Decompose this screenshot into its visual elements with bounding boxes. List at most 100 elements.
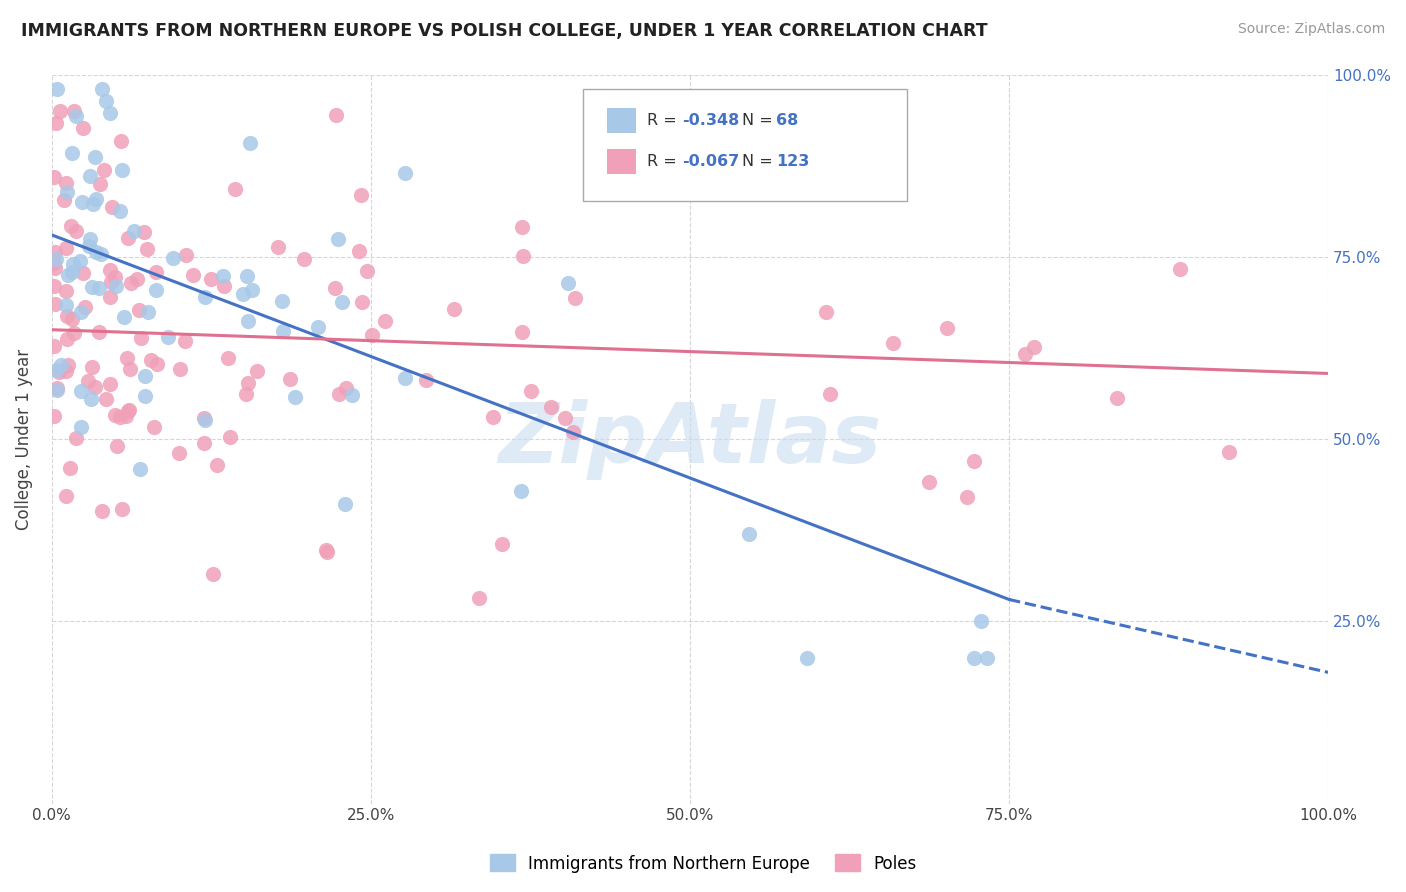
Point — [79, 232, 101, 246]
Text: R =: R = — [647, 154, 682, 169]
Point — [557, 276, 579, 290]
Point — [72, 121, 94, 136]
Point — [135, 242, 157, 256]
Point — [181, 268, 204, 282]
Point — [45, 252, 67, 267]
Point — [139, 352, 162, 367]
Point — [1105, 391, 1128, 405]
Point — [134, 368, 156, 383]
Point — [108, 204, 131, 219]
Point — [1024, 339, 1046, 353]
Point — [211, 268, 233, 283]
Point — [491, 537, 513, 551]
Point — [512, 250, 534, 264]
Point — [128, 303, 150, 318]
Point — [307, 320, 329, 334]
Point — [111, 501, 134, 516]
Text: ZipAtlas: ZipAtlas — [498, 399, 882, 480]
Point — [173, 334, 195, 348]
Point — [519, 384, 541, 399]
Point — [193, 410, 215, 425]
Legend: Immigrants from Northern Europe, Poles: Immigrants from Northern Europe, Poles — [482, 847, 924, 880]
Point — [84, 244, 107, 259]
Point — [62, 257, 84, 271]
Point — [963, 454, 986, 468]
Point — [129, 462, 152, 476]
Point — [111, 163, 134, 178]
Point — [267, 239, 290, 253]
Point — [271, 324, 294, 338]
Point — [72, 266, 94, 280]
Point — [44, 279, 66, 293]
Point — [90, 246, 112, 260]
Point — [201, 567, 224, 582]
Point — [84, 192, 107, 206]
Point — [104, 270, 127, 285]
Point — [65, 431, 87, 445]
Point — [236, 268, 259, 283]
Point — [44, 339, 66, 353]
Point — [326, 232, 349, 246]
Point — [44, 261, 66, 276]
Point — [468, 591, 491, 605]
Point — [169, 362, 191, 376]
Point — [325, 108, 347, 122]
Point — [117, 404, 139, 418]
Point — [80, 392, 103, 407]
Point — [49, 103, 72, 118]
Point — [554, 411, 576, 425]
Point — [284, 390, 307, 404]
Point — [340, 388, 363, 402]
Point — [60, 264, 83, 278]
Point — [955, 491, 977, 505]
Text: 68: 68 — [776, 113, 799, 128]
Point — [44, 169, 66, 184]
Point — [333, 497, 356, 511]
Point — [292, 252, 315, 266]
Point — [98, 105, 121, 120]
Point — [315, 542, 337, 557]
Text: N =: N = — [742, 154, 779, 169]
Point — [219, 430, 242, 444]
Point — [117, 231, 139, 245]
Point — [374, 314, 396, 328]
Point — [91, 504, 114, 518]
Point — [238, 376, 260, 391]
Point — [976, 650, 998, 665]
Point — [561, 425, 583, 439]
Point — [117, 351, 139, 365]
Point — [55, 284, 77, 298]
Point — [46, 381, 69, 395]
Text: R =: R = — [647, 113, 682, 128]
Point — [394, 166, 416, 180]
Text: 123: 123 — [776, 154, 810, 169]
Point — [232, 287, 254, 301]
Point — [936, 321, 959, 335]
Point — [48, 365, 70, 379]
Point — [328, 386, 350, 401]
Point — [194, 413, 217, 427]
Point — [96, 392, 118, 407]
Point — [115, 409, 138, 424]
Point — [72, 195, 94, 210]
Point — [564, 291, 586, 305]
Point — [45, 82, 67, 96]
Point — [45, 384, 67, 398]
Point — [969, 614, 991, 628]
Point — [350, 187, 373, 202]
Point — [80, 279, 103, 293]
Point — [44, 256, 66, 270]
Point — [98, 290, 121, 304]
Point — [55, 332, 77, 346]
Point — [918, 475, 941, 490]
Point — [138, 305, 160, 319]
Point — [77, 374, 100, 388]
Point — [60, 219, 83, 234]
Point — [271, 293, 294, 308]
Point — [60, 146, 83, 161]
Point — [169, 446, 191, 460]
Point — [110, 134, 132, 148]
Point — [174, 248, 197, 262]
Point — [44, 409, 66, 423]
Point — [117, 403, 139, 417]
